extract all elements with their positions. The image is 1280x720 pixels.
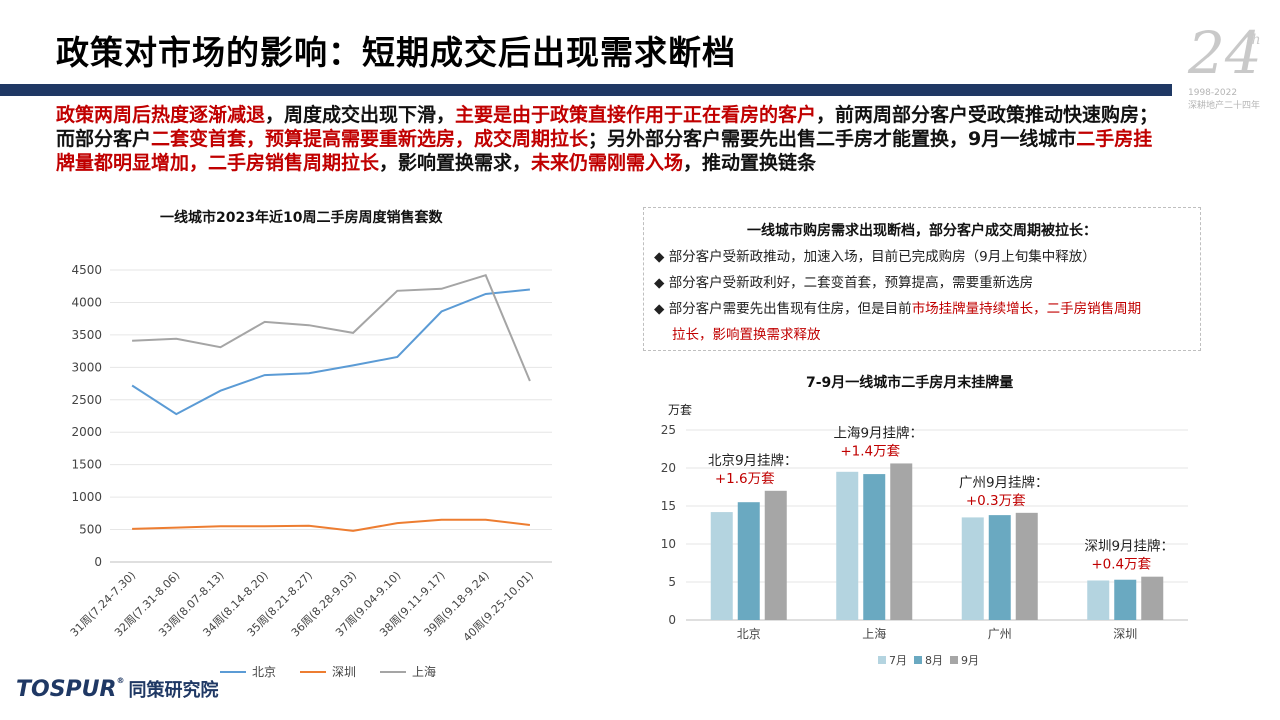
intro-segment: ，推动置换链条 [683, 152, 817, 174]
x-tick-label: 北京 [737, 627, 761, 641]
bar-上海-8月 [863, 474, 886, 620]
callout-continuation-text: 拉长，影响置换需求释放 [672, 327, 821, 343]
callout-item-text: 市场挂牌量持续增长，二手房销售周期 [911, 301, 1142, 317]
callout-title: 一线城市购房需求出现断档，部分客户成交周期被拉长： [747, 223, 1097, 239]
anniversary-slogan: 深耕地产二十四年 [1188, 101, 1261, 111]
series-line-深圳 [132, 518, 531, 532]
y-tick-label: 10 [661, 537, 676, 551]
legend-label: 7月 [889, 654, 907, 667]
bullet-diamond-icon: ◆ [654, 249, 669, 265]
anniversary-logo: 24 th 1998-2022 深耕地产二十四年 [1182, 18, 1274, 114]
series-line-上海 [132, 273, 531, 382]
callout-item-text: 部分客户受新政利好，二套变首套，预算提高，需要重新选房 [668, 275, 1034, 291]
brand-chinese-name: 同策研究院 [128, 680, 219, 701]
bar-北京-9月 [764, 490, 787, 620]
bullet-diamond-icon: ◆ [654, 275, 669, 291]
line-chart-title: 一线城市2023年近10周二手房周度销售套数 [160, 210, 443, 226]
intro-segment: 二套变首套，预算提高需要重新选房，成交周期拉长 [151, 128, 589, 150]
anniversary-years: 1998-2022 [1188, 88, 1238, 98]
callout-item-2: ◆ 部分客户受新政利好，二套变首套，预算提高，需要重新选房 [654, 270, 1033, 296]
bar-北京-7月 [710, 512, 733, 620]
intro-segment: 二手房挂牌量都明显增加，二手房销售周期拉长 [56, 128, 1153, 174]
y-tick-label: 2000 [71, 425, 102, 439]
bar-深圳-9月 [1141, 576, 1164, 620]
y-tick-label: 20 [661, 461, 676, 475]
callout-item-3-continuation: 拉长，影响置换需求释放 [654, 322, 821, 348]
y-tick-label: 2500 [71, 393, 102, 407]
callout-item-text: 部分客户需要先出售现有住房，但是目前 [668, 301, 912, 317]
x-tick-label: 深圳 [1113, 627, 1137, 641]
legend-swatch [950, 656, 958, 664]
callout-item-1: ◆ 部分客户受新政推动，加速入场，目前已完成购房（9月上旬集中释放） [654, 244, 1096, 270]
bar-广州-9月 [1015, 512, 1038, 620]
x-tick-label: 上海 [862, 626, 886, 641]
legend-swatch [878, 656, 886, 664]
y-axis-unit: 万套 [668, 403, 692, 417]
legend-label: 9月 [961, 654, 979, 667]
annotation-value: +0.4万套 [1091, 557, 1151, 573]
legend-label: 深圳 [332, 665, 356, 679]
legend-label: 8月 [925, 654, 943, 667]
brand-name: TOSPUR [16, 677, 117, 702]
brand-registered-mark: ® [116, 676, 125, 685]
anniversary-number: 24 [1188, 19, 1262, 87]
legend-label: 北京 [252, 665, 276, 679]
annotation-value: +1.6万套 [715, 471, 775, 487]
bullet-diamond-icon: ◆ [654, 301, 669, 317]
y-tick-label: 1500 [71, 458, 102, 472]
annotation-label: 上海9月挂牌： [833, 424, 923, 441]
bar-上海-9月 [890, 463, 913, 620]
y-tick-label: 1000 [71, 490, 102, 504]
bar-广州-8月 [988, 515, 1011, 620]
y-tick-label: 500 [79, 523, 102, 537]
y-tick-label: 3000 [71, 360, 102, 374]
intro-segment: ，周度成交出现下滑， [265, 104, 456, 126]
intro-segment: ；另外部分客户需要先出售二手房才能置换，9月一线城市 [588, 128, 1077, 150]
y-tick-label: 25 [661, 423, 676, 437]
y-tick-label: 5 [668, 575, 676, 589]
annotation-label: 广州9月挂牌： [959, 474, 1049, 491]
bar-上海-7月 [836, 471, 859, 620]
intro-segment: 主要是由于政策直接作用于正在看房的客户 [455, 104, 817, 126]
weekly-sales-line-chart: 05001000150020002500300035004000450031周(… [68, 263, 552, 679]
page-title: 政策对市场的影响：短期成交后出现需求断档 [56, 33, 736, 72]
tospur-brand-logo: TOSPUR® 同策研究院 [16, 676, 218, 702]
annotation-value: +0.3万套 [966, 493, 1026, 509]
legend-swatch [914, 656, 922, 664]
series-line-北京 [131, 288, 531, 416]
y-tick-label: 4500 [71, 263, 102, 277]
bar-北京-8月 [737, 502, 760, 620]
intro-segment: 未来仍需刚需入场 [531, 152, 684, 174]
y-tick-label: 15 [661, 499, 676, 513]
intro-paragraph: 政策两周后热度逐渐减退，周度成交出现下滑，主要是由于政策直接作用于正在看房的客户… [56, 103, 1166, 175]
y-tick-label: 0 [668, 613, 676, 627]
callout-item-text: 部分客户受新政推动，加速入场，目前已完成购房（9月上旬集中释放） [668, 249, 1096, 265]
legend-label: 上海 [412, 664, 436, 679]
annotation-label: 深圳9月挂牌： [1084, 538, 1174, 555]
demand-gap-callout-box: 一线城市购房需求出现断档，部分客户成交周期被拉长： ◆ 部分客户受新政推动，加速… [643, 207, 1201, 351]
bar-深圳-8月 [1114, 579, 1137, 620]
bar-深圳-7月 [1087, 580, 1110, 620]
x-tick-label: 广州 [988, 627, 1012, 641]
intro-segment: ，前两周部分客户受政策推动快速购房；而部分客户 [56, 104, 1159, 150]
title-underline-bar [0, 84, 1172, 96]
bar-chart-title: 7-9月一线城市二手房月末挂牌量 [806, 375, 1014, 391]
annotation-value: +1.4万套 [840, 443, 900, 459]
y-tick-label: 3500 [71, 328, 102, 342]
callout-item-3: ◆ 部分客户需要先出售现有住房，但是目前市场挂牌量持续增长，二手房销售周期 [654, 296, 1141, 322]
intro-segment: 政策两周后热度逐渐减退 [56, 104, 266, 126]
anniversary-suffix: th [1246, 32, 1261, 48]
annotation-label: 北京9月挂牌： [708, 452, 798, 469]
bar-广州-7月 [961, 517, 984, 620]
y-tick-label: 0 [94, 555, 102, 569]
intro-segment: ，影响置换需求， [379, 152, 532, 174]
y-tick-label: 4000 [71, 295, 102, 309]
